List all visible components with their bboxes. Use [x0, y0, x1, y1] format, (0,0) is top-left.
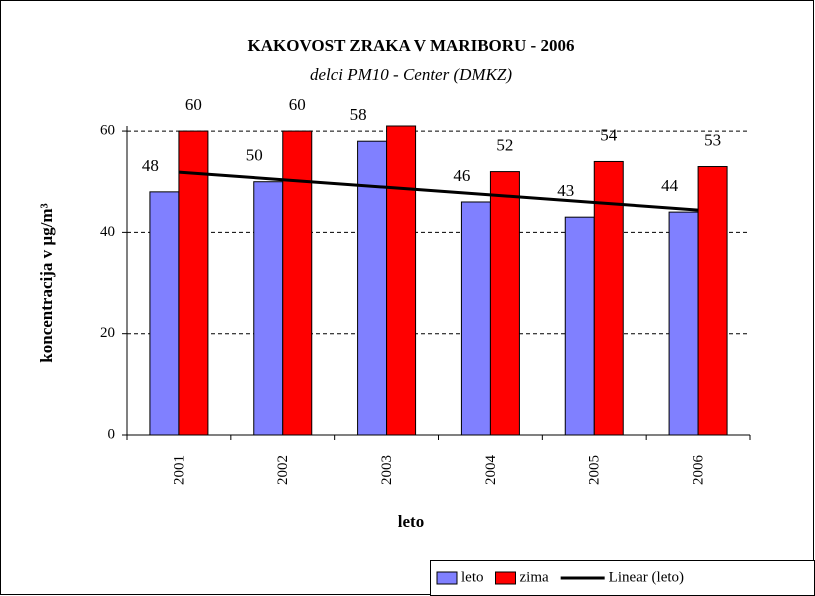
value-label: 52	[496, 135, 513, 154]
value-label: 54	[600, 125, 618, 144]
bar	[668, 211, 699, 436]
legend	[430, 560, 815, 596]
bar	[564, 216, 595, 436]
value-label: 48	[142, 156, 159, 175]
value-label: 60	[289, 95, 306, 114]
y-tick-label: 40	[100, 224, 115, 240]
bar	[149, 191, 180, 436]
y-axis-label: koncentracija v µg/m³	[37, 203, 56, 362]
bar	[178, 130, 209, 436]
y-tick-label: 60	[100, 123, 115, 139]
bar	[282, 130, 313, 436]
x-tick-label: 2006	[691, 455, 707, 486]
x-tick-label: 2002	[275, 455, 291, 485]
bar	[460, 201, 491, 436]
bar	[697, 166, 728, 436]
bar	[386, 125, 417, 436]
value-label: 50	[246, 146, 263, 165]
x-tick-label: 2004	[483, 455, 499, 486]
x-axis-label: leto	[398, 512, 424, 531]
x-tick-label: 2001	[171, 455, 187, 485]
value-label: 53	[704, 130, 721, 149]
value-label: 58	[350, 105, 367, 124]
x-tick-label: 2003	[379, 455, 395, 485]
legend-label: Linear (leto)	[609, 569, 684, 585]
bar	[253, 181, 284, 436]
legend-label: zima	[520, 569, 549, 585]
y-tick-label: 0	[108, 426, 116, 442]
bar	[489, 171, 520, 436]
y-tick-label: 20	[100, 325, 115, 341]
chart-subtitle: delci PM10 - Center (DMKZ)	[310, 65, 512, 84]
chart-title: KAKOVOST ZRAKA V MARIBORU - 2006	[248, 36, 575, 55]
value-label: 44	[661, 176, 679, 195]
legend-label: leto	[461, 569, 484, 585]
value-label: 46	[453, 166, 470, 185]
value-label: 43	[557, 181, 574, 200]
legend-swatch	[495, 571, 516, 585]
bar	[593, 160, 624, 436]
x-tick-label: 2005	[587, 455, 603, 485]
value-label: 60	[185, 95, 202, 114]
legend-swatch	[436, 571, 458, 585]
trend-line	[178, 170, 699, 212]
